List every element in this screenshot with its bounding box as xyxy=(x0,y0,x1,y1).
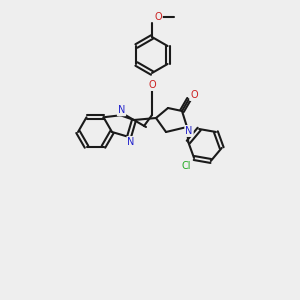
Text: N: N xyxy=(185,126,193,136)
Text: N: N xyxy=(118,105,125,115)
Text: O: O xyxy=(148,80,156,90)
Text: O: O xyxy=(190,90,198,100)
Text: O: O xyxy=(154,12,162,22)
Text: N: N xyxy=(127,137,135,147)
Text: Cl: Cl xyxy=(181,161,191,171)
